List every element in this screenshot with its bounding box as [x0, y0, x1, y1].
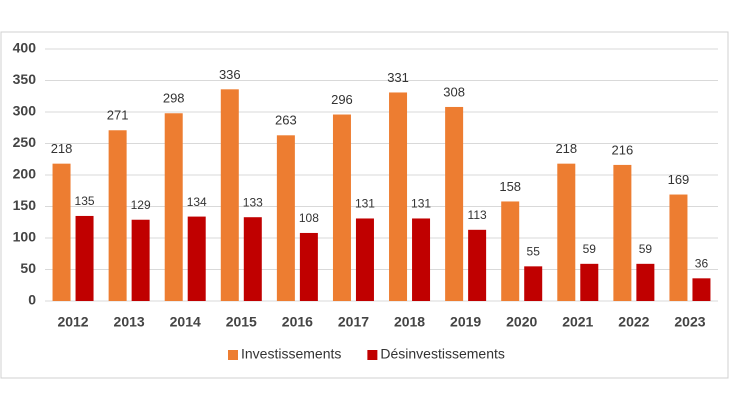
data-label: 216 [612, 142, 634, 157]
data-label: 336 [219, 67, 241, 82]
bar [187, 216, 206, 301]
data-label: 131 [355, 197, 375, 211]
bar [501, 201, 520, 301]
data-label: 113 [468, 208, 487, 222]
bar [52, 163, 71, 301]
x-tick-label: 2023 [674, 314, 705, 330]
data-label: 331 [387, 70, 409, 85]
bar [355, 218, 374, 301]
bar [524, 266, 543, 301]
legend-label: Désinvestissements [380, 346, 505, 362]
bar [131, 219, 150, 301]
data-label: 169 [668, 172, 690, 187]
data-label: 308 [443, 84, 465, 99]
data-label: 135 [75, 194, 95, 208]
y-tick-label: 300 [13, 103, 37, 119]
x-tick-label: 2017 [338, 314, 369, 330]
bar [332, 114, 351, 302]
x-tick-label: 2019 [450, 314, 481, 330]
bar [445, 106, 464, 302]
data-label: 271 [107, 108, 129, 123]
x-tick-label: 2021 [562, 314, 593, 330]
data-label: 134 [187, 195, 207, 209]
legend-swatch [367, 350, 378, 360]
bar [613, 164, 632, 301]
bar [220, 89, 239, 301]
x-tick-label: 2016 [282, 314, 313, 330]
x-tick-label: 2022 [618, 314, 649, 330]
data-label: 129 [131, 198, 151, 212]
data-label: 218 [555, 141, 577, 156]
x-tick-label: 2012 [57, 314, 88, 330]
bar [412, 218, 431, 301]
bar [692, 278, 711, 301]
data-label: 108 [299, 211, 319, 225]
y-tick-label: 0 [28, 292, 36, 308]
bar [636, 263, 655, 301]
bar [108, 130, 127, 301]
data-label: 59 [639, 242, 653, 256]
data-label: 298 [163, 91, 185, 106]
y-tick-label: 400 [13, 40, 37, 56]
data-label: 55 [527, 245, 541, 259]
y-tick-label: 200 [13, 166, 37, 182]
data-label: 59 [583, 242, 597, 256]
bar [276, 135, 295, 301]
legend-swatch [228, 350, 238, 360]
x-tick-label: 2018 [394, 314, 425, 330]
bar [580, 263, 599, 301]
y-tick-label: 250 [13, 134, 37, 150]
data-label: 263 [275, 113, 297, 128]
data-label: 131 [411, 197, 431, 211]
data-label: 158 [499, 179, 521, 194]
data-label: 133 [243, 195, 263, 209]
bar [669, 194, 688, 301]
y-tick-label: 150 [13, 197, 37, 213]
data-label: 218 [51, 141, 73, 156]
bar [557, 163, 576, 301]
bar [389, 92, 408, 301]
legend-label: Investissements [241, 346, 341, 362]
bar [164, 113, 183, 301]
x-tick-label: 2015 [226, 314, 257, 330]
data-label: 296 [331, 92, 353, 107]
x-tick-label: 2020 [506, 314, 537, 330]
bar [75, 215, 94, 301]
data-label: 36 [695, 256, 709, 270]
y-tick-label: 100 [13, 229, 37, 245]
bar [299, 232, 318, 301]
y-tick-label: 350 [13, 71, 37, 87]
bar [468, 229, 487, 301]
x-tick-label: 2013 [114, 314, 145, 330]
y-tick-label: 50 [20, 260, 36, 276]
x-tick-label: 2014 [170, 314, 201, 330]
bar [243, 217, 262, 301]
